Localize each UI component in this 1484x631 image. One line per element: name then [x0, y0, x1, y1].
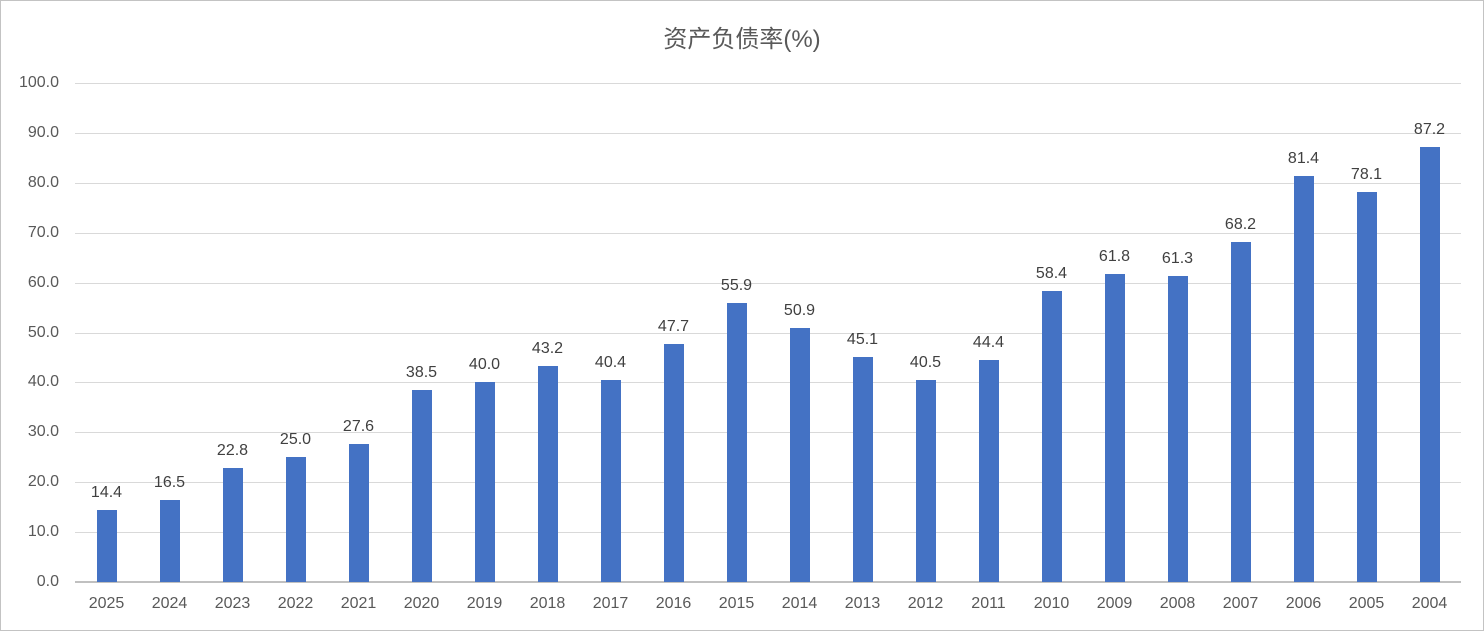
bar-value-label: 81.4 [1287, 149, 1320, 167]
chart-title: 资产负债率(%) [663, 26, 821, 53]
bar[interactable] [852, 356, 873, 582]
bar-value-label: 38.5 [405, 363, 438, 381]
bar-value-label: 40.0 [468, 356, 501, 374]
bar[interactable] [915, 379, 936, 582]
x-tick-label: 2012 [907, 595, 944, 612]
x-tick-label: 2019 [466, 595, 503, 612]
x-tick-label: 2005 [1348, 595, 1385, 612]
x-axis-line [75, 581, 1461, 583]
bar[interactable] [1104, 273, 1125, 582]
bar-value-label: 43.2 [531, 340, 564, 358]
gridline [75, 282, 1461, 284]
gridline [75, 232, 1461, 234]
x-tick-label: 2020 [403, 595, 440, 612]
bar[interactable] [1041, 290, 1062, 582]
gridline [75, 532, 1461, 534]
y-tick-label: 40.0 [27, 373, 59, 391]
y-tick-label: 50.0 [27, 323, 59, 341]
bar-value-label: 61.8 [1098, 247, 1131, 265]
bar-value-label: 44.4 [972, 334, 1005, 352]
x-tick-label: 2025 [88, 595, 125, 612]
bar[interactable] [600, 380, 621, 582]
x-tick-label: 2023 [214, 595, 251, 612]
gridline [75, 83, 1461, 84]
bar[interactable] [474, 382, 495, 582]
bar[interactable] [1356, 192, 1377, 582]
bar-value-label: 78.1 [1350, 166, 1383, 184]
gridline [75, 482, 1461, 484]
bar-value-label: 16.5 [153, 473, 186, 491]
bar-value-label: 22.8 [216, 442, 249, 460]
bar[interactable] [159, 499, 180, 582]
gridline [75, 332, 1461, 334]
gridline [75, 382, 1461, 384]
bar[interactable] [1419, 146, 1440, 582]
bar-value-label: 47.7 [657, 317, 690, 335]
bar[interactable] [1230, 241, 1251, 582]
bar[interactable] [726, 303, 747, 582]
gridline [75, 182, 1461, 184]
bar[interactable] [1167, 276, 1188, 582]
bar-value-label: 68.2 [1224, 215, 1257, 233]
bar-value-label: 55.9 [720, 277, 753, 295]
y-tick-label: 100.0 [18, 74, 59, 91]
x-tick-label: 2008 [1159, 595, 1196, 612]
x-tick-label: 2004 [1411, 595, 1448, 612]
bar-value-label: 45.1 [846, 330, 879, 348]
y-tick-label: 60.0 [27, 273, 59, 291]
bar-value-label: 25.0 [279, 431, 312, 449]
bar-value-label: 50.9 [783, 302, 816, 319]
x-tick-label: 2011 [971, 595, 1006, 612]
bar[interactable] [96, 510, 117, 582]
bar-value-label: 61.3 [1161, 250, 1194, 268]
x-tick-label: 2017 [592, 595, 629, 612]
x-tick-label: 2016 [655, 595, 692, 612]
y-tick-label: 80.0 [27, 173, 59, 191]
bar-value-label: 27.6 [342, 418, 375, 436]
bar-value-label: 40.4 [594, 354, 627, 372]
y-tick-label: 90.0 [27, 123, 59, 141]
x-tick-label: 2021 [340, 595, 377, 612]
bar[interactable] [663, 343, 684, 582]
bar-value-label: 58.4 [1035, 264, 1068, 282]
y-tick-label: 30.0 [27, 423, 59, 441]
x-tick-label: 2014 [781, 595, 818, 612]
x-tick-label: 2015 [718, 595, 755, 612]
gridline [75, 132, 1461, 134]
y-tick-label: 70.0 [27, 223, 59, 241]
bar[interactable] [978, 360, 999, 582]
bar[interactable] [222, 468, 243, 582]
y-tick-label: 10.0 [27, 523, 59, 541]
x-tick-label: 2010 [1033, 595, 1070, 612]
bar[interactable] [1293, 175, 1314, 582]
y-tick-label: 0.0 [36, 573, 59, 590]
bar-value-label: 14.4 [90, 484, 123, 502]
y-tick-label: 20.0 [27, 473, 59, 491]
gridline [75, 432, 1461, 434]
x-tick-label: 2006 [1285, 595, 1322, 612]
bar[interactable] [285, 457, 306, 582]
bar-value-label: 87.2 [1413, 120, 1446, 138]
bar[interactable] [537, 366, 558, 582]
x-tick-label: 2007 [1222, 595, 1259, 612]
bar[interactable] [411, 389, 432, 582]
x-tick-label: 2022 [277, 595, 314, 612]
bar[interactable] [348, 444, 369, 582]
x-tick-label: 2018 [529, 595, 566, 612]
x-tick-label: 2024 [151, 595, 188, 612]
x-tick-label: 2013 [844, 595, 881, 612]
x-tick-label: 2009 [1096, 595, 1133, 612]
bar[interactable] [789, 328, 810, 582]
bar-value-label: 40.5 [909, 353, 942, 371]
